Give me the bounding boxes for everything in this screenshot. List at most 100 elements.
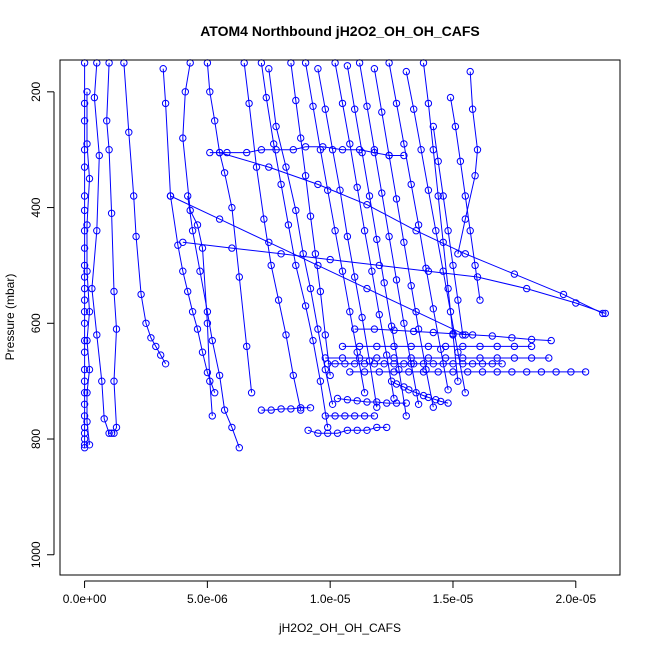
- data-point: [289, 146, 297, 154]
- series-31: [338, 342, 536, 351]
- data-point: [220, 406, 229, 414]
- data-point: [449, 360, 457, 368]
- series-24: [429, 122, 467, 339]
- data-point: [402, 412, 410, 420]
- x-tick-label: 1.5e-05: [433, 592, 474, 606]
- data-point: [351, 412, 359, 420]
- data-point: [390, 368, 398, 376]
- data-point: [309, 336, 317, 345]
- data-point: [80, 389, 89, 397]
- data-point: [581, 368, 590, 376]
- series-2: [83, 88, 94, 449]
- data-point: [193, 221, 202, 229]
- data-point: [326, 255, 334, 264]
- data-point: [466, 67, 474, 76]
- data-point: [215, 371, 224, 380]
- data-point: [429, 305, 437, 313]
- data-point: [424, 393, 433, 402]
- series-line: [388, 62, 449, 390]
- data-point: [243, 342, 251, 351]
- data-point: [93, 331, 101, 339]
- data-point: [363, 398, 371, 406]
- data-point: [392, 399, 401, 407]
- data-point: [410, 105, 418, 113]
- series-line: [219, 152, 604, 314]
- data-point: [341, 412, 349, 420]
- data-point: [301, 143, 310, 151]
- data-point: [265, 65, 273, 73]
- data-point: [412, 227, 420, 235]
- data-point: [228, 244, 236, 252]
- data-point: [360, 412, 369, 420]
- data-point: [188, 227, 197, 235]
- data-point: [215, 215, 224, 223]
- series-line: [354, 328, 552, 342]
- data-point: [277, 250, 285, 258]
- data-point: [311, 250, 320, 258]
- data-point: [424, 354, 433, 362]
- data-point: [363, 201, 371, 209]
- data-point: [412, 389, 420, 397]
- data-point: [392, 99, 401, 108]
- series-23: [419, 59, 462, 385]
- data-point: [316, 146, 325, 154]
- data-point: [405, 386, 413, 394]
- data-point: [400, 360, 408, 368]
- x-axis-label: jH2O2_OH_OH_CAFS: [278, 621, 401, 635]
- data-point: [370, 325, 379, 333]
- data-point: [80, 296, 89, 304]
- data-point: [324, 423, 332, 432]
- data-point: [203, 319, 212, 327]
- data-point: [429, 360, 437, 368]
- data-point: [493, 342, 501, 351]
- data-point: [537, 368, 546, 376]
- data-point: [407, 180, 415, 189]
- data-point: [314, 180, 322, 189]
- data-point: [439, 192, 447, 200]
- series-line: [260, 62, 329, 428]
- data-point: [360, 360, 369, 368]
- data-point: [257, 146, 266, 154]
- data-point: [223, 148, 231, 157]
- data-point: [265, 238, 273, 247]
- data-point: [80, 99, 89, 108]
- data-point: [375, 261, 383, 270]
- data-point: [473, 146, 482, 154]
- series-8: [184, 192, 244, 452]
- series-line: [170, 195, 466, 336]
- data-point: [142, 319, 150, 327]
- data-point: [478, 368, 487, 376]
- data-point: [456, 157, 465, 166]
- series-37: [321, 412, 379, 420]
- series-12: [257, 59, 332, 432]
- series-line: [391, 380, 449, 404]
- data-point: [432, 396, 440, 404]
- data-point: [441, 342, 450, 351]
- data-point: [373, 235, 381, 244]
- data-point: [292, 96, 300, 105]
- data-point: [459, 360, 467, 368]
- data-point: [476, 342, 484, 351]
- data-point: [461, 389, 469, 397]
- data-point: [355, 342, 364, 351]
- data-point: [370, 360, 379, 368]
- data-point: [235, 444, 244, 452]
- series-27: [215, 148, 607, 318]
- data-point: [306, 212, 315, 220]
- data-point: [400, 140, 408, 148]
- data-point: [324, 429, 332, 437]
- data-point: [466, 227, 474, 235]
- data-point: [181, 88, 190, 96]
- series-line: [337, 398, 407, 404]
- data-point: [196, 267, 204, 275]
- data-point: [270, 140, 278, 148]
- data-point: [434, 192, 442, 200]
- data-point: [527, 342, 536, 351]
- data-point: [402, 67, 410, 76]
- data-point: [392, 380, 401, 388]
- data-point: [424, 99, 433, 108]
- data-point: [211, 117, 219, 125]
- data-point: [380, 360, 388, 368]
- series-39: [333, 394, 410, 407]
- data-point: [493, 368, 501, 376]
